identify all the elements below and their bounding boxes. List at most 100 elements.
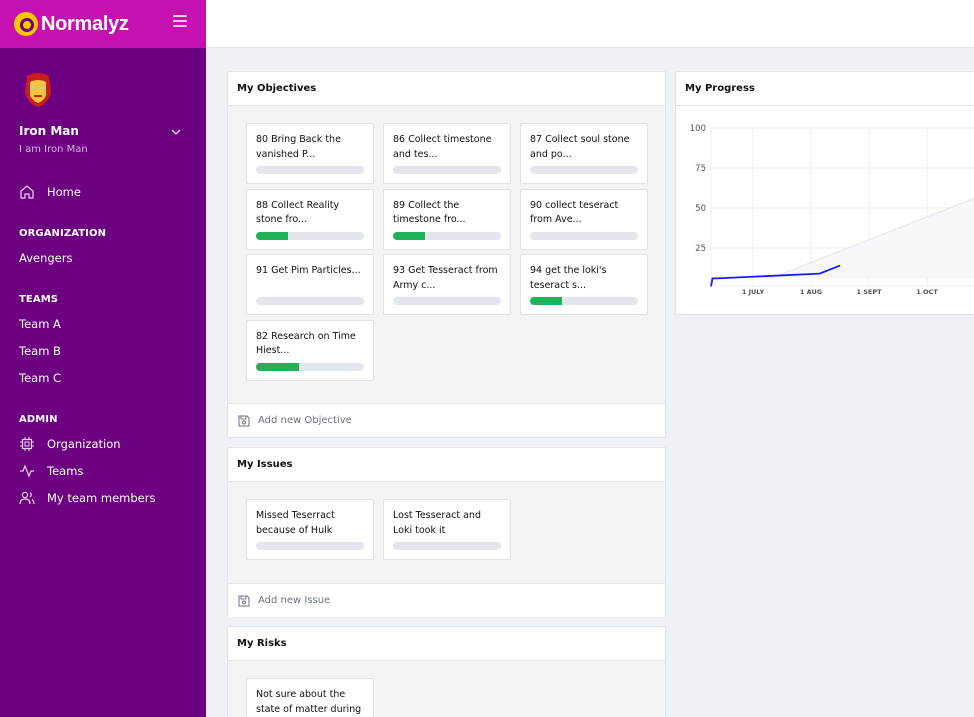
chevron-down-icon[interactable]	[170, 126, 182, 138]
nav-admin-teams[interactable]: Teams	[19, 463, 83, 479]
nav-team-a[interactable]: Team A	[19, 317, 61, 331]
normalyz-logo-icon	[14, 12, 38, 36]
objective-progress-bar	[256, 297, 364, 305]
nav-avengers[interactable]: Avengers	[19, 251, 73, 265]
chart-trend-line	[770, 197, 974, 279]
objective-tile[interactable]: 88 Collect Reality stone fro...	[246, 188, 374, 250]
objective-progress-bar	[530, 297, 638, 305]
risks-title: My Risks	[228, 627, 665, 661]
objective-progress-bar	[256, 231, 364, 240]
chart-ytick-label: 100	[690, 124, 706, 134]
chart-series-line	[710, 264, 841, 287]
objective-tile[interactable]: 94 get the loki's teseract s...	[520, 254, 648, 315]
objective-tile-title: 80 Bring Back the vanished P...	[256, 134, 341, 160]
section-teams: TEAMS	[19, 294, 59, 305]
risk-tile-title: Not sure about the state of matter durin…	[256, 689, 362, 715]
risks-card: My Risks Not sure about the state of mat…	[227, 626, 666, 717]
chart-ytick-label: 25	[695, 244, 706, 254]
issue-progress-bar	[393, 542, 501, 550]
nav-admin-teams-label: Teams	[47, 464, 84, 478]
issue-tile[interactable]: Lost Tesseract and Loki took it	[383, 499, 511, 560]
objective-tile[interactable]: 86 Collect timestone and tes...	[383, 123, 511, 184]
issues-card: My Issues Missed Teserract because of Hu…	[227, 447, 666, 617]
objective-progress-fill	[256, 362, 300, 371]
chart-trend-area	[770, 198, 974, 279]
issues-grid: Missed Teserract because of Hulk Lost Tes…	[228, 482, 665, 583]
activity-icon	[20, 464, 34, 478]
objective-tile[interactable]: 80 Bring Back the vanished P...	[246, 123, 374, 184]
objectives-card: My Objectives 80 Bring Back the vanished…	[227, 71, 666, 438]
nav-admin-organization-label: Organization	[47, 437, 121, 451]
objective-tile[interactable]: 93 Get Tesseract from Army c...	[383, 254, 511, 315]
nav-team-b[interactable]: Team B	[19, 344, 61, 358]
objective-tile-title: 91 Get Pim Particles...	[256, 265, 361, 276]
user-name: Iron Man	[19, 124, 79, 138]
objective-tile-title: 82 Research on Time Hiest...	[256, 330, 356, 357]
objectives-grid: 80 Bring Back the vanished P... 86 Collec…	[228, 106, 665, 403]
chart-xtick-label: 1 JULY	[742, 288, 765, 296]
objective-progress-bar	[393, 231, 501, 240]
cpu-icon	[20, 437, 34, 451]
nav-home-label: Home	[47, 185, 81, 199]
objective-tile[interactable]: 89 Collect the timestone fro...	[383, 188, 511, 250]
brand-name: Normalyz	[41, 12, 129, 35]
chart-ytick-label: 50	[695, 204, 706, 214]
objective-tile-title: 90 collect teseract from Ave...	[530, 199, 619, 226]
objective-tile-title: 89 Collect the timestone fro...	[393, 199, 466, 226]
chart-ytick-label: 75	[695, 164, 706, 174]
objective-progress-fill	[393, 231, 426, 240]
add-issue-label: Add new Issue	[258, 595, 331, 606]
users-icon	[19, 491, 35, 505]
save-icon	[238, 595, 250, 606]
user-subtitle: I am Iron Man	[19, 144, 88, 155]
objective-progress-bar	[393, 166, 501, 174]
issues-title: My Issues	[228, 448, 665, 482]
objective-progress-bar	[256, 166, 364, 174]
sidebar: Normalyz Iron Man I am Iron Man Home ORG…	[0, 0, 206, 717]
objective-progress-bar	[393, 297, 501, 305]
objective-progress-bar	[256, 362, 364, 371]
section-organization: ORGANIZATION	[19, 228, 107, 239]
chart-xtick-label: 1 OCT	[916, 288, 938, 296]
objective-tile-title: 93 Get Tesseract from Army c...	[393, 265, 498, 291]
objective-progress-bar	[530, 166, 638, 174]
issue-progress-bar	[256, 542, 364, 550]
progress-title: My Progress	[676, 72, 974, 106]
objectives-title: My Objectives	[228, 72, 665, 106]
nav-admin-members[interactable]: My team members	[19, 490, 155, 506]
top-bar	[206, 0, 974, 48]
nav-admin-organization[interactable]: Organization	[19, 436, 121, 452]
objective-progress-fill	[256, 231, 289, 240]
home-icon	[20, 185, 34, 199]
objective-tile-title: 86 Collect timestone and tes...	[393, 134, 492, 160]
nav-team-c[interactable]: Team C	[19, 371, 62, 385]
objective-tile-title: 88 Collect Reality stone fro...	[256, 199, 340, 226]
objective-tile[interactable]: 91 Get Pim Particles...	[246, 254, 374, 315]
section-admin: ADMIN	[19, 414, 58, 425]
brand-header: Normalyz	[0, 0, 206, 48]
chart-xtick-label: 1 AUG	[800, 288, 822, 296]
risk-tile[interactable]: Not sure about the state of matter durin…	[246, 678, 374, 717]
objective-progress-bar	[530, 231, 638, 240]
nav-admin-members-label: My team members	[47, 491, 156, 505]
add-issue-button[interactable]: Add new Issue	[228, 583, 665, 617]
issue-tile[interactable]: Missed Teserract because of Hulk	[246, 499, 374, 560]
add-objective-label: Add new Objective	[258, 415, 352, 426]
objective-tile-title: 87 Collect soul stone and po...	[530, 134, 630, 160]
nav-home[interactable]: Home	[19, 184, 81, 200]
objective-progress-fill	[530, 297, 563, 305]
objective-tile[interactable]: 82 Research on Time Hiest...	[246, 319, 374, 381]
hamburger-menu-icon[interactable]	[173, 15, 187, 27]
risks-grid: Not sure about the state of matter durin…	[228, 661, 665, 717]
chart-xtick-label: 1 SEPT	[856, 288, 882, 296]
issue-tile-title: Lost Tesseract and Loki took it	[393, 510, 481, 536]
objective-tile[interactable]: 90 collect teseract from Ave...	[520, 188, 648, 250]
add-objective-button[interactable]: Add new Objective	[228, 403, 665, 437]
iron-man-avatar	[25, 73, 51, 107]
objective-tile[interactable]: 87 Collect soul stone and po...	[520, 123, 648, 184]
objective-tile-title: 94 get the loki's teseract s...	[530, 265, 607, 291]
save-icon	[238, 415, 250, 426]
progress-card: My Progress 100 75 50 25 1 JULY 1 AUG 1 SEPT 1 …	[675, 71, 974, 315]
issue-tile-title: Missed Teserract because of Hulk	[256, 510, 335, 536]
